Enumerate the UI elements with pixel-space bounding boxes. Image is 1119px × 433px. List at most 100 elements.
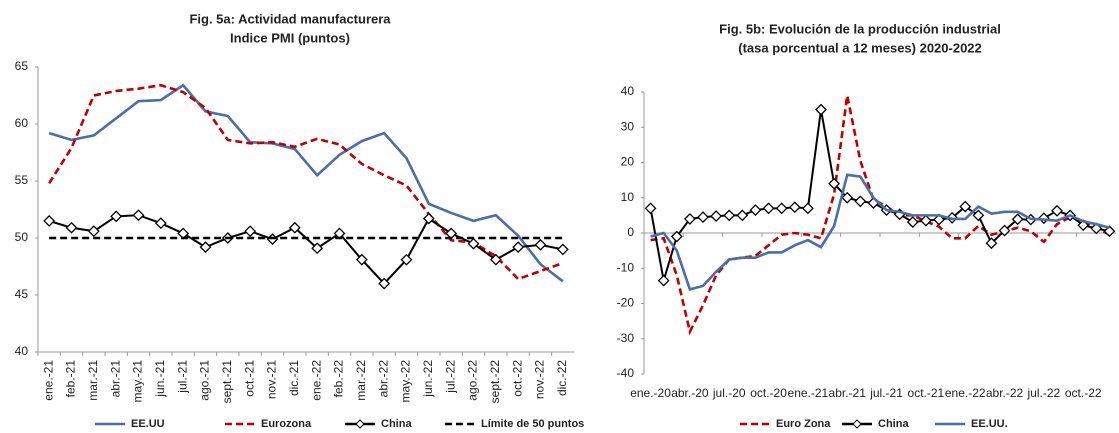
marker [378, 277, 391, 290]
x-tick-label: ene.-22 [945, 386, 986, 400]
marker [110, 210, 123, 223]
y-tick-label: 30 [621, 119, 635, 133]
x-tick-label: abr.-21 [829, 386, 867, 400]
marker [556, 243, 569, 256]
marker [199, 241, 212, 254]
chart-subtitle: (tasa porcentual a 12 meses) 2020-2022 [738, 40, 982, 55]
x-tick-label: jul.-20 [712, 386, 746, 400]
legend-label: Límite de 50 puntos [481, 418, 584, 430]
y-tick-label: 65 [15, 59, 29, 73]
x-tick-label: mar.-22 [354, 360, 368, 401]
y-tick-label: 45 [15, 287, 29, 301]
y-tick-label: 60 [15, 116, 29, 130]
marker [512, 241, 525, 254]
series-line [48, 83, 564, 283]
x-tick-label: jul.-21 [869, 386, 903, 400]
y-tick-label: 40 [15, 344, 29, 358]
legend-label: EE.UU. [971, 418, 1008, 430]
x-tick-label: jul.-22 [443, 360, 457, 394]
legend-label: China [381, 418, 412, 430]
series-line [650, 173, 1110, 291]
x-tick-label: jul.-22 [1027, 386, 1061, 400]
x-tick-label: ene.-22 [309, 360, 323, 401]
marker [489, 253, 502, 266]
y-tick-label: -10 [617, 260, 635, 274]
x-tick-label: jun.-21 [153, 360, 167, 398]
y-tick-label: 20 [621, 155, 635, 169]
series-line [48, 83, 564, 281]
marker [288, 221, 301, 234]
legend-marker [355, 419, 365, 429]
chart-title: Fig. 5a: Actividad manufacturera [189, 11, 391, 26]
y-tick-label: -20 [617, 296, 635, 310]
y-tick-label: 40 [621, 84, 635, 98]
marker [736, 209, 749, 222]
x-tick-label: ene.-21 [41, 360, 55, 401]
marker [998, 224, 1011, 237]
x-tick-label: may.-21 [131, 360, 145, 403]
marker [723, 209, 736, 222]
marker [972, 209, 985, 222]
x-tick-label: abr.-22 [376, 360, 390, 398]
marker [815, 103, 827, 116]
x-tick-label: jun.-22 [421, 360, 435, 398]
x-tick-label: sept.-22 [488, 360, 502, 404]
x-tick-label: jul.-21 [175, 360, 189, 394]
marker [985, 237, 998, 250]
x-tick-label: nov.-21 [265, 360, 279, 399]
y-tick-label: -30 [617, 331, 635, 345]
x-tick-label: feb.-21 [64, 360, 78, 398]
marker [534, 238, 547, 251]
x-tick-label: abr.-21 [108, 360, 122, 398]
marker [1103, 225, 1116, 238]
marker [710, 210, 723, 222]
marker [154, 217, 167, 230]
y-tick-label: 55 [15, 173, 29, 187]
marker [697, 211, 709, 224]
marker [87, 225, 100, 238]
marker [311, 242, 324, 255]
legend-label: Euro Zona [776, 418, 831, 430]
marker [1051, 204, 1063, 217]
x-tick-label: ago.-22 [466, 360, 480, 401]
marker [841, 191, 854, 204]
x-tick-label: ene.-20 [630, 386, 671, 400]
marker [1011, 213, 1024, 226]
x-tick-label: nov.-22 [533, 360, 547, 399]
marker [670, 230, 683, 243]
legend-label: China [878, 418, 909, 430]
marker [854, 195, 867, 208]
marker [762, 202, 775, 215]
marker [801, 202, 814, 215]
chart-title: Fig. 5b: Evolución de la producción indu… [719, 21, 1001, 36]
marker [788, 201, 801, 214]
marker [244, 225, 257, 238]
marker [906, 216, 919, 228]
marker [919, 214, 932, 227]
x-tick-label: oct.-21 [242, 360, 256, 397]
marker [43, 214, 56, 227]
x-tick-label: mar.-21 [86, 360, 100, 401]
series-line [48, 214, 564, 286]
marker [749, 204, 762, 217]
marker [683, 212, 696, 225]
marker [959, 200, 972, 213]
legend-label: Eurozona [261, 418, 312, 430]
x-tick-label: dic.-21 [287, 360, 301, 396]
marker [828, 177, 841, 190]
series-line [649, 109, 1110, 281]
x-tick-label: oct.-22 [1065, 386, 1102, 400]
x-tick-label: abr.-20 [671, 386, 709, 400]
marker [132, 209, 145, 222]
x-tick-label: oct.-22 [510, 360, 524, 397]
chart-subtitle: Indice PMI (puntos) [230, 30, 350, 45]
marker [355, 253, 368, 266]
x-tick-label: feb.-22 [332, 360, 346, 398]
legend-label: EE.UU [131, 418, 165, 430]
y-tick-label: 50 [15, 230, 29, 244]
marker [775, 202, 788, 215]
marker [657, 274, 670, 287]
marker [400, 253, 413, 266]
